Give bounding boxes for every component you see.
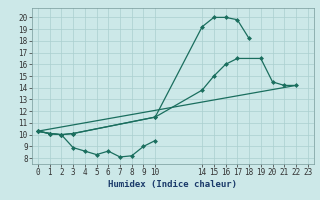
X-axis label: Humidex (Indice chaleur): Humidex (Indice chaleur) <box>108 180 237 189</box>
